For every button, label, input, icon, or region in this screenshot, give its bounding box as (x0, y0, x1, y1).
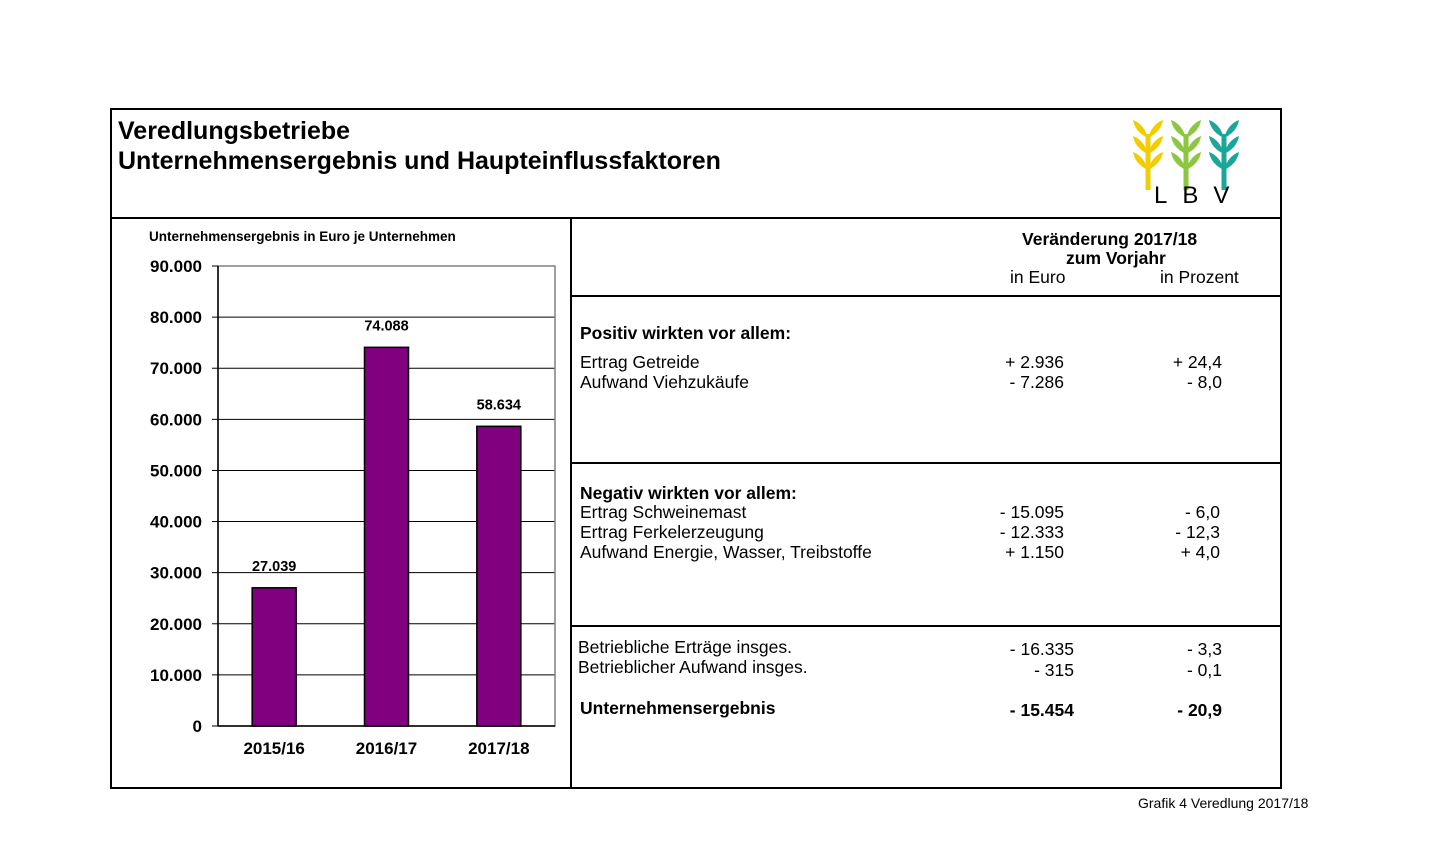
y-tick-label: 60.000 (150, 410, 202, 429)
x-tick-label: 2015/16 (243, 739, 304, 758)
wheat-green-icon (1171, 120, 1201, 190)
row-euro: - 12.333 (999, 522, 1064, 542)
negative-heading: Negativ wirkten vor allem: (580, 483, 797, 503)
row-euro: + 1.150 (1005, 542, 1064, 562)
row-pct: - 6,0 (1184, 502, 1220, 522)
row-pct: - 0,1 (1186, 660, 1222, 680)
y-tick-label: 0 (193, 717, 202, 736)
row-label: Aufwand Viehzukäufe (580, 372, 749, 392)
row-label: Ertrag Schweinemast (580, 502, 747, 522)
factors-table: Veränderung 2017/18 zum Vorjahr in Euro … (572, 219, 1280, 787)
x-tick-label: 2016/17 (356, 739, 417, 758)
row-pct: - 12,3 (1175, 522, 1220, 542)
y-tick-label: 20.000 (150, 615, 202, 634)
figure-caption: Grafik 4 Veredlung 2017/18 (1138, 795, 1309, 811)
y-tick-label: 50.000 (150, 461, 202, 480)
y-tick-label: 80.000 (150, 308, 202, 327)
value-label: 74.088 (364, 318, 408, 334)
divider (572, 462, 1280, 464)
col-header-pct: in Prozent (1160, 267, 1239, 287)
row-euro: - 15.095 (999, 502, 1064, 522)
header: Veredlungsbetriebe Unternehmensergebnis … (112, 110, 1280, 219)
x-axis-labels: 2015/16 2016/17 2017/18 (243, 739, 529, 758)
result-euro: - 15.454 (1009, 700, 1074, 720)
wheat-yellow-icon (1133, 120, 1163, 190)
y-axis-ticks: 0 10.000 20.000 30.000 40.000 50.000 60.000 70.… (150, 257, 218, 736)
bar-2016/17 (363, 346, 410, 727)
row-label: Ertrag Getreide (580, 352, 700, 372)
title-line-2: Unternehmensergebnis und Haupteinflussfa… (118, 147, 721, 175)
row-label: Ertrag Ferkelerzeugung (580, 522, 764, 542)
table-head-line-2: zum Vorjahr (1066, 248, 1166, 268)
logo-text: LBV (1154, 182, 1245, 209)
row-label: Betriebliche Erträge insges. (578, 637, 792, 657)
y-tick-label: 70.000 (150, 359, 202, 378)
positive-heading: Positiv wirkten vor allem: (580, 323, 792, 343)
row-label: Betrieblicher Aufwand insges. (578, 657, 808, 677)
row-euro: + 2.936 (1005, 352, 1064, 372)
page-title: Veredlungsbetriebe Unternehmensergebnis … (118, 116, 721, 176)
lbv-logo-icon (1133, 120, 1239, 190)
row-euro: - 16.335 (1009, 639, 1074, 659)
wheat-teal-icon (1209, 120, 1239, 190)
col-header-euro: in Euro (1010, 267, 1066, 287)
value-label: 58.634 (477, 397, 521, 413)
x-tick-label: 2017/18 (468, 739, 529, 758)
chart-panel: Unternehmensergebnis in Euro je Unterneh… (112, 219, 572, 787)
figure-frame: Veredlungsbetriebe Unternehmensergebnis … (110, 108, 1282, 789)
divider (572, 295, 1280, 297)
chart-bars (251, 346, 522, 727)
table-head-line-1: Veränderung 2017/18 (1022, 229, 1198, 249)
divider (572, 625, 1280, 627)
value-labels: 27.039 74.088 58.634 (252, 318, 521, 574)
row-pct: + 24,4 (1172, 352, 1222, 372)
row-pct: - 8,0 (1186, 372, 1222, 392)
title-line-1: Veredlungsbetriebe (118, 117, 351, 145)
bar-2017/18 (476, 425, 522, 727)
bar-chart: Unternehmensergebnis in Euro je Unterneh… (149, 229, 556, 758)
value-label: 27.039 (252, 559, 296, 575)
y-tick-label: 40.000 (150, 513, 202, 532)
row-pct: + 4,0 (1180, 542, 1220, 562)
row-pct: - 3,3 (1186, 639, 1222, 659)
y-tick-label: 10.000 (150, 666, 202, 685)
result-label: Unternehmensergebnis (580, 698, 776, 718)
bar-2015/16 (251, 587, 297, 727)
row-euro: - 315 (1034, 660, 1074, 680)
y-tick-label: 90.000 (150, 257, 202, 276)
result-pct: - 20,9 (1177, 700, 1222, 720)
row-label: Aufwand Energie, Wasser, Treibstoffe (580, 542, 872, 562)
chart-title: Unternehmensergebnis in Euro je Unterneh… (149, 229, 456, 244)
row-euro: - 7.286 (1009, 372, 1064, 392)
y-tick-label: 30.000 (150, 564, 202, 583)
